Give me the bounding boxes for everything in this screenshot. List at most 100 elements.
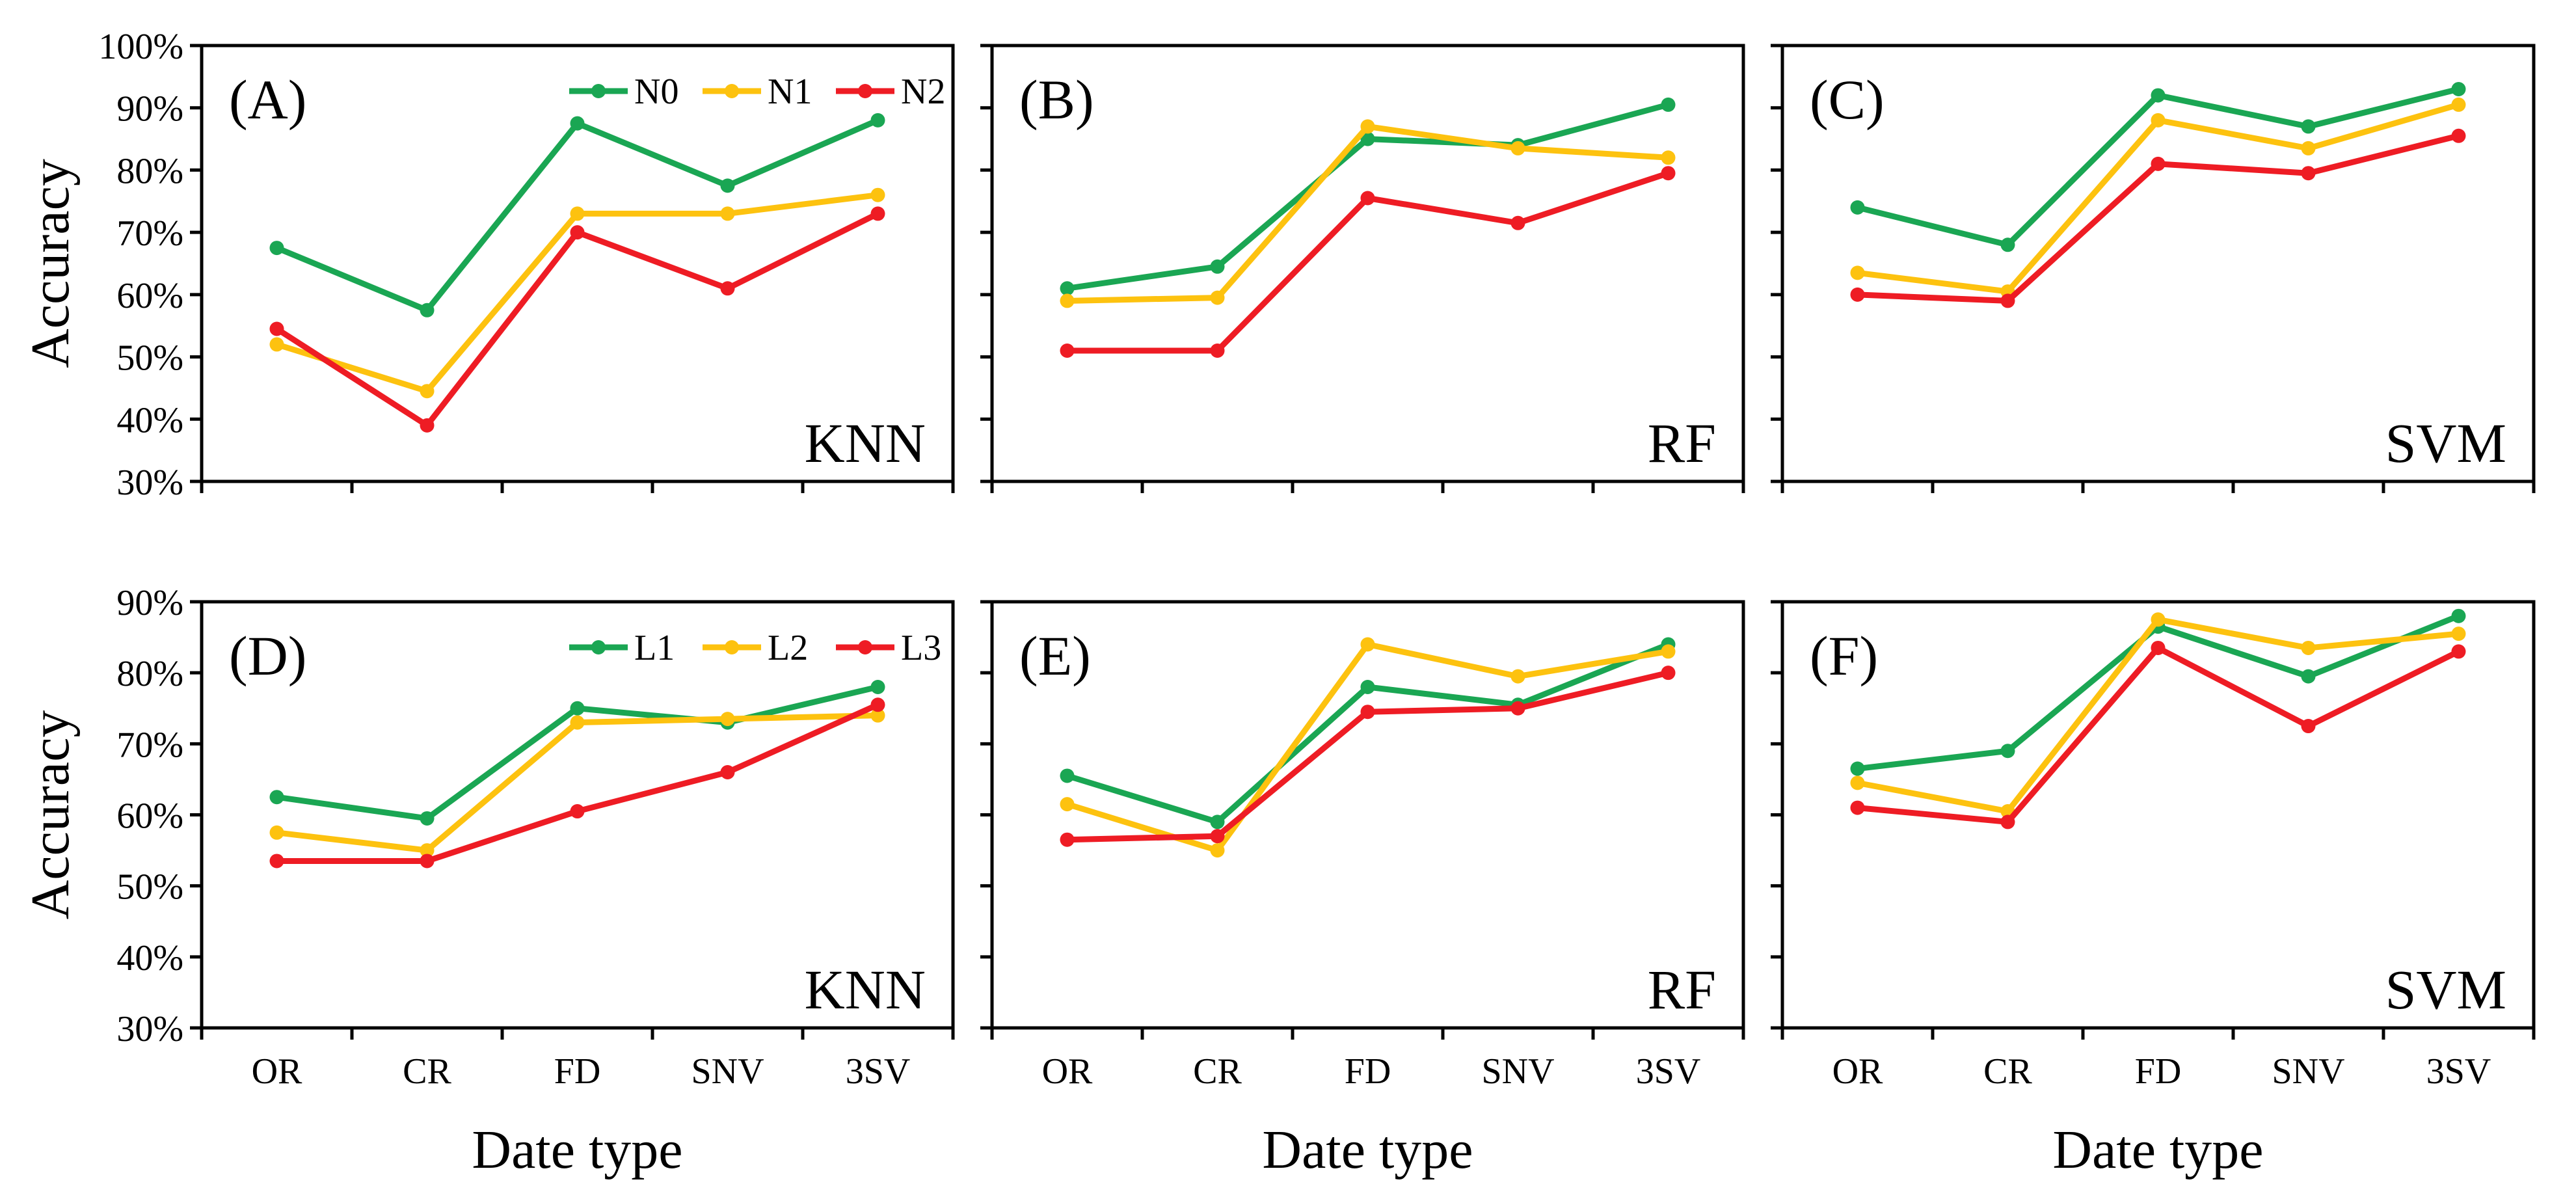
y-tick-label: 100%: [98, 27, 183, 67]
series-line-l2: [1066, 641, 1669, 854]
x-tick-label: 3SV: [2426, 1051, 2491, 1092]
data-point-l1: [1850, 761, 1865, 776]
data-point-l3: [2451, 644, 2466, 659]
data-point-n2: [1060, 344, 1075, 358]
x-tick-label: FD: [1345, 1051, 1391, 1092]
model-label: RF: [1648, 958, 1716, 1021]
data-point-n2: [2301, 166, 2316, 181]
panel-d: 30% 40% 50% 60% 70% 80% 90% OR CR FD SNV 3SV Accurac…: [20, 583, 955, 1180]
data-point-l2: [1360, 637, 1375, 652]
plot-frame: [1780, 44, 2536, 483]
data-point-n2: [1510, 215, 1525, 230]
data-point-l3: [1060, 832, 1075, 847]
model-label: KNN: [805, 958, 926, 1021]
plot-frame: [990, 44, 1745, 483]
data-point-n2: [570, 225, 585, 240]
x-tick-label: CR: [403, 1051, 451, 1092]
x-tick-label: FD: [2135, 1051, 2182, 1092]
y-tick-label: 80%: [116, 151, 183, 191]
data-point-l2: [870, 708, 885, 723]
legend-label: N0: [634, 72, 678, 112]
data-point-l1: [1210, 815, 1225, 829]
data-point-l3: [2000, 815, 2015, 829]
x-tick-label: OR: [1832, 1051, 1883, 1092]
data-point-l1: [2000, 744, 2015, 759]
x-axis-label: Date type: [472, 1120, 682, 1180]
data-point-n0: [2151, 88, 2166, 103]
data-point-n0: [269, 241, 284, 256]
data-point-l2: [1060, 797, 1075, 812]
y-tick-label: 40%: [116, 400, 183, 440]
data-point-n2: [720, 281, 735, 296]
data-point-n0: [1661, 97, 1676, 112]
y-tick-label: 60%: [116, 796, 183, 837]
data-point-n1: [420, 384, 435, 399]
series-line-l1: [1857, 613, 2460, 772]
data-point-l1: [870, 680, 885, 694]
data-point-n1: [2151, 113, 2166, 128]
panel-label: (A): [229, 68, 306, 131]
data-point-l3: [2301, 719, 2316, 734]
data-point-n0: [2000, 237, 2015, 252]
data-point-l2: [2151, 612, 2166, 627]
data-point-n1: [1661, 150, 1676, 165]
x-tick-label: 3SV: [1636, 1051, 1701, 1092]
data-point-n0: [1210, 259, 1225, 274]
data-point-n2: [420, 418, 435, 433]
data-point-l1: [2451, 608, 2466, 623]
data-point-n2: [2151, 156, 2166, 171]
legend-label: L2: [768, 628, 808, 668]
y-tick-label: 30%: [116, 1009, 183, 1049]
panel-label: (D): [229, 625, 306, 687]
data-point-l2: [1210, 843, 1225, 858]
x-tick-label: OR: [252, 1051, 302, 1092]
data-point-l2: [720, 712, 735, 727]
data-point-n0: [420, 303, 435, 317]
panel-label: (B): [1019, 68, 1094, 131]
y-axis-label: Accuracy: [20, 159, 81, 368]
series-line-l1: [1066, 641, 1670, 825]
data-point-l3: [570, 804, 585, 819]
panel-f: OR CR FD SNV 3SV Date type (F) SVM: [1771, 600, 2536, 1180]
data-point-l1: [1060, 768, 1075, 783]
data-point-n0: [1360, 131, 1375, 146]
data-point-l1: [2301, 669, 2316, 684]
data-point-l3: [2151, 640, 2166, 655]
data-point-n0: [720, 178, 735, 193]
data-point-l1: [570, 701, 585, 716]
panel-e: OR CR FD SNV 3SV Date type (E) RF: [980, 600, 1745, 1180]
data-point-n0: [1060, 281, 1075, 296]
panel-c: (C) SVM: [1771, 44, 2536, 493]
data-point-n1: [870, 187, 885, 202]
model-label: SVM: [2385, 958, 2506, 1021]
data-point-l2: [269, 825, 284, 840]
data-point-n1: [1060, 293, 1075, 308]
legend-marker: [591, 640, 606, 654]
data-point-l1: [420, 811, 435, 826]
y-tick-label: 40%: [116, 938, 183, 978]
x-tick-label: CR: [1983, 1051, 2032, 1092]
y-tick-label: 30%: [116, 463, 183, 503]
data-point-l2: [420, 843, 435, 858]
data-point-l1: [1360, 680, 1375, 694]
data-point-n0: [870, 113, 885, 128]
y-tick-label: 90%: [116, 583, 183, 623]
data-point-l2: [2301, 640, 2316, 655]
data-point-n2: [2451, 128, 2466, 143]
legend-label: L3: [901, 628, 941, 668]
data-point-n1: [1360, 119, 1375, 134]
data-point-l3: [1661, 666, 1676, 680]
data-point-n2: [1360, 191, 1375, 206]
y-tick-label: 70%: [116, 213, 183, 254]
legend-marker: [858, 84, 872, 98]
x-tick-label: CR: [1193, 1051, 1242, 1092]
legend-marker: [591, 84, 606, 98]
data-point-l3: [1210, 829, 1225, 844]
y-tick-label: 70%: [116, 725, 183, 765]
model-label: RF: [1648, 412, 1716, 474]
legend-label: N2: [901, 72, 945, 112]
panel-a: 30% 40% 50% 60% 70% 80% 90% 100% Accuracy (A) KNN N…: [20, 27, 955, 503]
panel-label: (E): [1019, 625, 1091, 687]
panel-b: (B) RF: [980, 44, 1745, 493]
data-point-n2: [2000, 293, 2015, 308]
